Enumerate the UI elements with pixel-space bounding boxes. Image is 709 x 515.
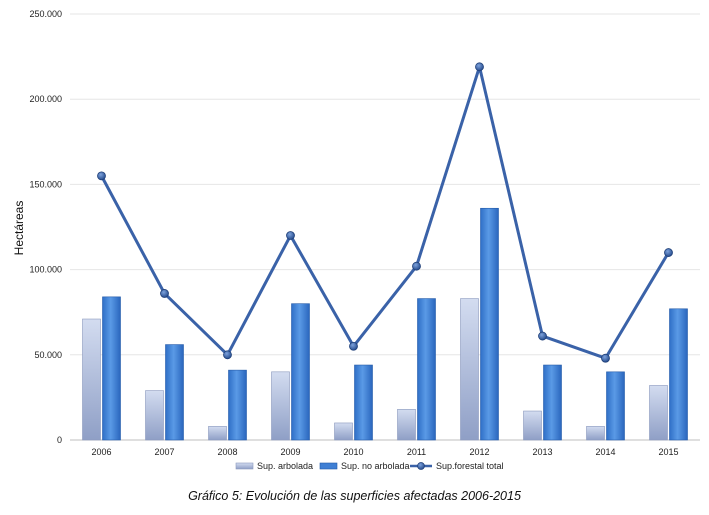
bar-sup-no-arbolada xyxy=(417,298,436,441)
total-line xyxy=(97,62,673,363)
bar-sup-no-arbolada xyxy=(102,296,121,441)
combo-chart: 0 50.000 100.000 150.000 200.000 250.000 2006… xyxy=(12,9,700,471)
line-point-sup-forestal-total xyxy=(412,261,421,271)
bar-sup-arbolada xyxy=(334,422,353,441)
bar-sup-no-arbolada xyxy=(543,364,562,441)
line-point-sup-forestal-total xyxy=(538,331,547,341)
y-axis-ticks: 0 50.000 100.000 150.000 200.000 250.000 xyxy=(29,9,62,445)
line-point-sup-forestal-total xyxy=(601,353,610,363)
y-tick-label: 0 xyxy=(57,435,62,445)
bar-sup-no-arbolada xyxy=(480,207,499,441)
bar-sup-no-arbolada xyxy=(606,371,625,441)
legend-label-sup-forestal-total: Sup.forestal total xyxy=(436,461,504,471)
bar-sup-no-arbolada xyxy=(354,364,373,441)
bar-sup-no-arbolada xyxy=(228,369,247,441)
bar-sup-no-arbolada xyxy=(165,344,184,441)
legend-swatch-sup-no-arbolada xyxy=(319,462,338,470)
x-tick-label: 2007 xyxy=(154,447,174,457)
bar-sup-arbolada xyxy=(523,410,542,441)
gridlines xyxy=(70,13,700,441)
bar-sup-no-arbolada xyxy=(669,308,688,441)
legend-label-sup-no-arbolada: Sup. no arbolada xyxy=(341,461,410,471)
x-tick-label: 2009 xyxy=(280,447,300,457)
x-tick-label: 2012 xyxy=(469,447,489,457)
legend-label-sup-arbolada: Sup. arbolada xyxy=(257,461,313,471)
legend-marker xyxy=(417,462,425,470)
figure-caption: Gráfico 5: Evolución de las superficies … xyxy=(188,489,521,503)
bar-sup-arbolada xyxy=(460,298,479,441)
x-tick-label: 2014 xyxy=(595,447,615,457)
bar-sup-arbolada xyxy=(649,385,668,441)
bar-sup-arbolada xyxy=(208,426,227,441)
x-tick-label: 2006 xyxy=(91,447,111,457)
x-axis-ticks: 2006 2007 2008 2009 2010 2011 2012 2013 2014 2015 xyxy=(91,447,678,457)
bars xyxy=(82,207,688,441)
legend-swatch-sup-arbolada xyxy=(235,462,254,470)
line-point-sup-forestal-total xyxy=(349,341,358,351)
line-point-sup-forestal-total xyxy=(475,62,484,72)
line-point-sup-forestal-total xyxy=(97,171,106,181)
bar-sup-arbolada xyxy=(271,371,290,441)
bar-sup-arbolada xyxy=(82,318,101,441)
bar-sup-arbolada xyxy=(397,409,416,441)
y-tick-label: 250.000 xyxy=(29,9,62,19)
x-tick-label: 2015 xyxy=(658,447,678,457)
line-point-sup-forestal-total xyxy=(160,289,169,298)
x-tick-label: 2011 xyxy=(407,447,426,457)
y-tick-label: 100.000 xyxy=(29,265,62,275)
legend-swatch-sup-forestal-total xyxy=(410,462,432,470)
x-tick-label: 2008 xyxy=(217,447,237,457)
y-tick-label: 150.000 xyxy=(29,179,62,189)
bar-sup-arbolada xyxy=(145,390,164,441)
line-sup-forestal-total xyxy=(100,65,670,360)
y-axis-title: Hectáreas xyxy=(12,201,26,256)
y-tick-label: 200.000 xyxy=(29,94,62,104)
line-point-sup-forestal-total xyxy=(223,350,232,360)
bar-sup-arbolada xyxy=(586,426,605,441)
y-tick-label: 50.000 xyxy=(34,350,62,360)
bar-sup-no-arbolada xyxy=(291,303,310,441)
x-tick-label: 2010 xyxy=(343,447,363,457)
legend: Sup. arbolada Sup. no arbolada Sup.foresta… xyxy=(235,461,504,471)
line-point-sup-forestal-total xyxy=(664,248,673,257)
x-tick-label: 2013 xyxy=(532,447,552,457)
line-point-sup-forestal-total xyxy=(286,231,295,240)
